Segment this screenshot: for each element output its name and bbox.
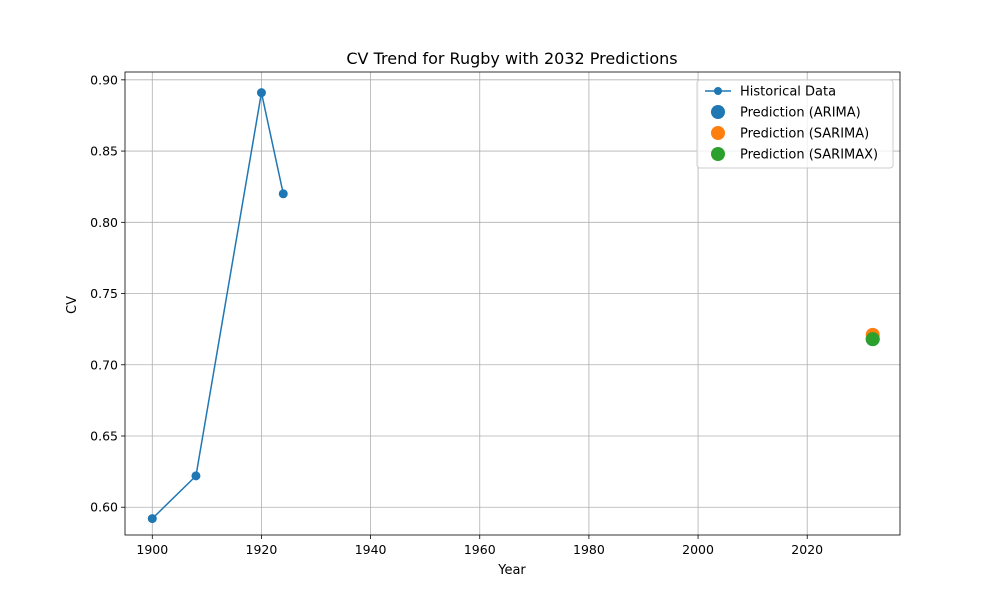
historical-data-point: [191, 471, 201, 481]
legend-marker-swatch: [711, 147, 725, 161]
legend: Historical Data Prediction (ARIMA) Predict…: [696, 79, 894, 169]
legend-marker-swatch: [711, 126, 725, 140]
plot-frame: [124, 71, 901, 536]
historical-data-point: [147, 514, 157, 524]
y-tick-label: 0.80: [90, 215, 118, 230]
series: [147, 88, 880, 524]
axes: [124, 71, 901, 536]
x-tick-label: 2020: [791, 542, 823, 557]
grid: [125, 72, 900, 535]
historical-data-point: [278, 189, 288, 199]
ticks: 1900 1920 1940 1960 1980 2000 2020 0.60 0.65 0.70…: [90, 72, 823, 557]
x-tick-label: 1920: [246, 542, 278, 557]
y-tick-label: 0.60: [90, 500, 118, 515]
x-tick-label: 2000: [682, 542, 714, 557]
y-tick-label: 0.70: [90, 357, 118, 372]
x-tick-label: 1940: [355, 542, 387, 557]
x-axis-label: Year: [497, 563, 526, 578]
y-tick-label: 0.90: [90, 72, 118, 87]
y-tick-label: 0.75: [90, 286, 118, 301]
x-tick-label: 1980: [573, 542, 605, 557]
x-tick-label: 1900: [136, 542, 168, 557]
y-axis-label: CV: [65, 296, 80, 314]
x-tick-label: 1960: [464, 542, 496, 557]
legend-marker-swatch: [714, 87, 722, 95]
historical-data-line: [151, 92, 285, 520]
chart-title: CV Trend for Rugby with 2032 Predictions: [346, 49, 677, 68]
historical-data-point: [256, 88, 266, 98]
legend-marker-swatch: [711, 105, 725, 119]
legend-label: Prediction (ARIMA): [740, 106, 861, 121]
legend-label: Historical Data: [740, 85, 836, 100]
y-tick-label: 0.65: [90, 428, 118, 443]
y-tick-label: 0.85: [90, 144, 118, 159]
prediction-point-3: [865, 332, 880, 347]
legend-label: Prediction (SARIMAX): [740, 148, 878, 163]
legend-box: [696, 79, 894, 169]
legend-label: Prediction (SARIMA): [740, 127, 869, 142]
